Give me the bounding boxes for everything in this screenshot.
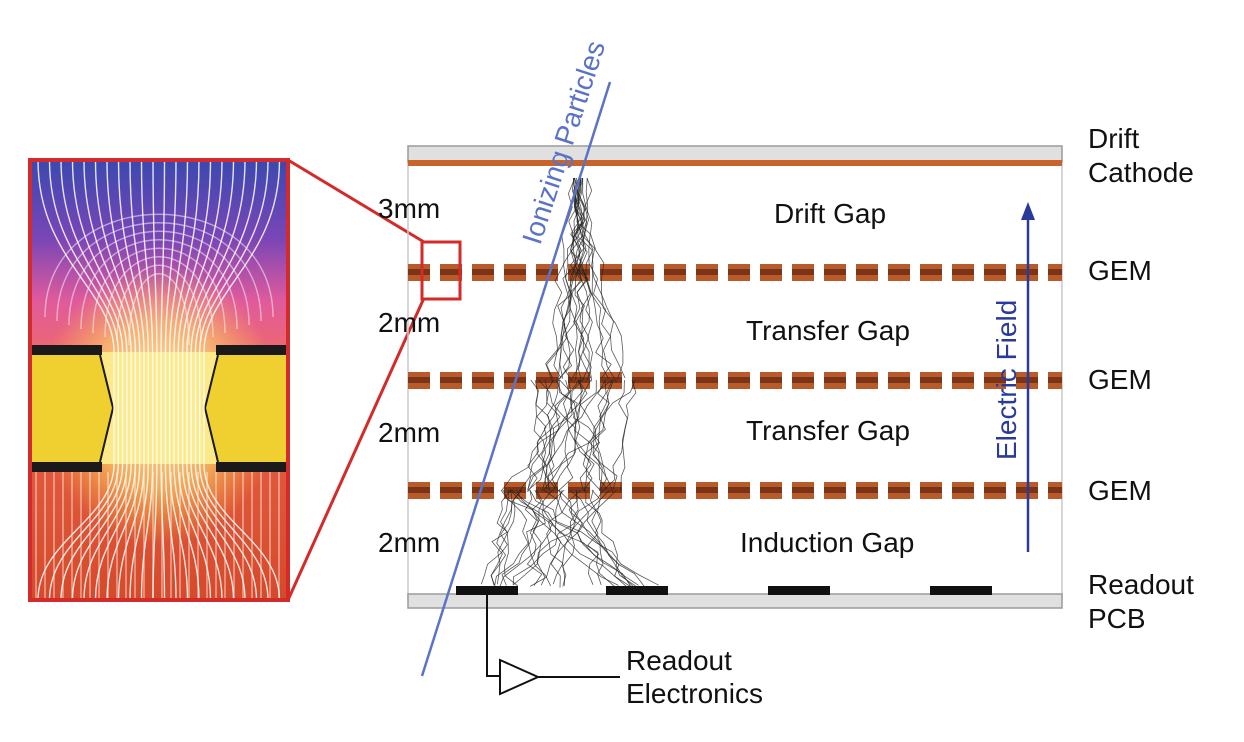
- readout-electronics-label-line1: Readout: [626, 645, 732, 676]
- drift-cathode-label-line1: Drift: [1088, 123, 1140, 154]
- zoom-box: [420, 240, 462, 301]
- gap-label-transfer-2: Transfer Gap: [746, 415, 910, 446]
- field-lines: [35, 160, 281, 600]
- gem-foil-2: [408, 372, 1062, 389]
- drift-cathode-label-line2: Cathode: [1088, 157, 1194, 188]
- electron-avalanche: [480, 177, 659, 589]
- gem-foil-3: [408, 482, 1062, 499]
- thickness-label-induction: 2mm: [378, 527, 440, 558]
- readout-pad-4: [930, 586, 992, 595]
- readout-electronics-amplifier: [486, 595, 620, 696]
- readout-pcb-label-line1: Readout: [1088, 569, 1194, 600]
- thickness-label-transfer-2: 2mm: [378, 417, 440, 448]
- zoom-connector-bottom: [286, 297, 426, 601]
- zoom-connector-top: [287, 158, 425, 244]
- thickness-label-transfer-1: 2mm: [378, 307, 440, 338]
- thickness-label-drift: 3mm: [378, 193, 440, 224]
- gem-foil-1: [408, 264, 1062, 281]
- gem-hole-field-inset: [28, 158, 290, 602]
- readout-electronics-label-line2: Electronics: [626, 678, 763, 709]
- readout-pad-1: [456, 586, 518, 595]
- electric-field-label: Electric Field: [991, 300, 1022, 460]
- gem-label-1: GEM: [1088, 255, 1152, 286]
- ionizing-particles-label: Ionizing Particles: [516, 37, 611, 248]
- gap-label-transfer-1: Transfer Gap: [746, 315, 910, 346]
- readout-pcb-label-line2: PCB: [1088, 603, 1146, 634]
- gap-label-drift: Drift Gap: [774, 198, 886, 229]
- readout-pcb-plate: [407, 586, 1063, 609]
- readout-pad-3: [768, 586, 830, 595]
- gem-label-3: GEM: [1088, 475, 1152, 506]
- electric-field-arrow: [1021, 202, 1035, 552]
- readout-pad-2: [606, 586, 668, 595]
- ionizing-particle-track: [420, 81, 612, 677]
- gap-label-induction: Induction Gap: [740, 527, 914, 558]
- drift-cathode-plate: [407, 145, 1063, 166]
- gem-label-2: GEM: [1088, 364, 1152, 395]
